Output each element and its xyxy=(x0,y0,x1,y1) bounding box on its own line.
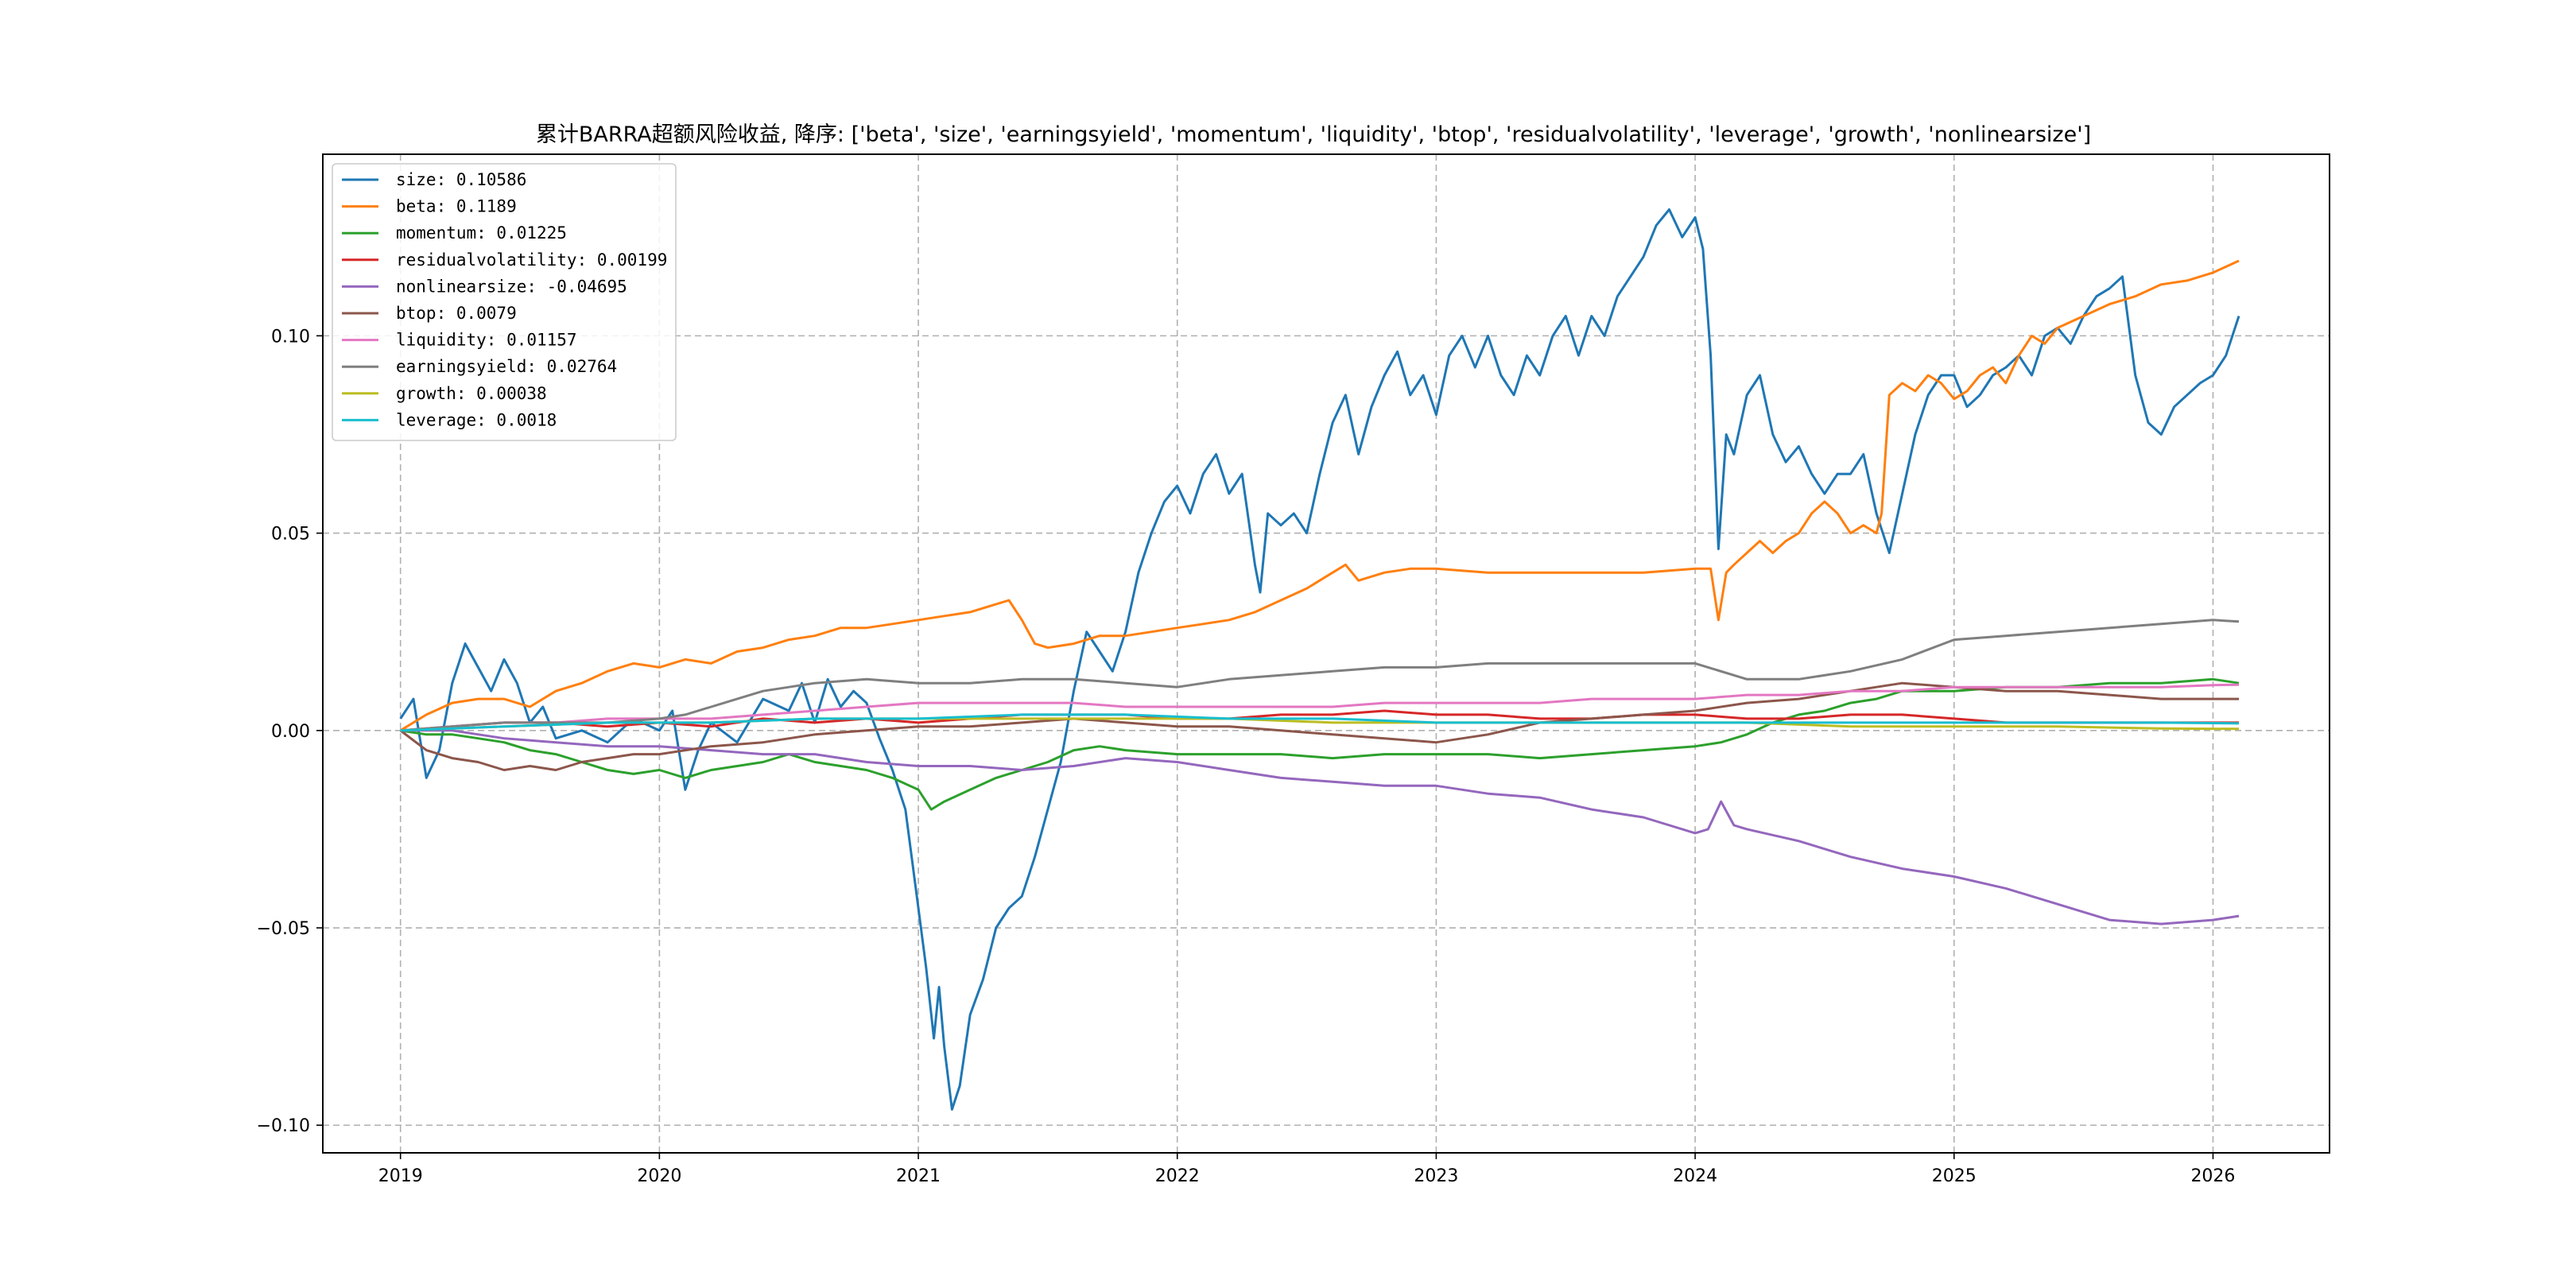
x-tick-label: 2023 xyxy=(1414,1166,1458,1186)
legend-label-size: size: 0.10586 xyxy=(396,170,526,189)
legend-label-leverage: leverage: 0.0018 xyxy=(396,410,557,429)
x-tick-label: 2026 xyxy=(2190,1166,2235,1186)
series-line-residualvolatility xyxy=(400,709,2239,732)
legend-label-btop: btop: 0.0079 xyxy=(396,304,517,323)
y-tick-label: −0.05 xyxy=(257,919,310,939)
x-tick-label: 2022 xyxy=(1155,1166,1200,1186)
legend-label-residualvolatility: residualvolatility: 0.00199 xyxy=(396,250,667,270)
series-line-nonlinearsize xyxy=(400,729,2240,925)
series-line-earningsyield xyxy=(400,619,2240,732)
axis-ticks: 2019 2020 2021 2022 2023 2024 2025 2026 0.10 0.05… xyxy=(257,327,2236,1186)
x-tick-label: 2025 xyxy=(1932,1166,1977,1186)
series-line-leverage xyxy=(400,713,2240,732)
legend-label-momentum: momentum: 0.01225 xyxy=(396,223,567,242)
plot-frame xyxy=(322,153,2330,1154)
x-tick-label: 2020 xyxy=(637,1166,681,1186)
chart-title: 累计BARRA超额风险收益, 降序: ['beta', 'size', 'ear… xyxy=(536,122,2091,147)
x-tick-label: 2019 xyxy=(378,1166,423,1186)
series-line-btop xyxy=(399,681,2239,771)
series-line-size xyxy=(399,208,2240,1111)
series-line-liquidity xyxy=(400,683,2240,732)
series-line-beta xyxy=(399,259,2240,732)
y-tick-label: −0.10 xyxy=(257,1116,310,1136)
legend-label-growth: growth: 0.00038 xyxy=(396,384,547,403)
legend: size: 0.10586 beta: 0.1189 momentum: 0.012… xyxy=(332,163,677,441)
legend-label-nonlinearsize: nonlinearsize: -0.04695 xyxy=(396,277,627,296)
series-layer xyxy=(399,208,2240,1111)
legend-label-earningsyield: earningsyield: 0.02764 xyxy=(396,357,617,376)
legend-label-beta: beta: 0.1189 xyxy=(396,197,517,216)
y-tick-label: 0.05 xyxy=(271,525,310,545)
x-tick-label: 2024 xyxy=(1673,1166,1717,1186)
y-tick-label: 0.10 xyxy=(271,327,310,347)
x-tick-label: 2021 xyxy=(896,1166,941,1186)
legend-box xyxy=(332,163,677,441)
legend-label-liquidity: liquidity: 0.01157 xyxy=(396,331,577,350)
y-tick-label: 0.00 xyxy=(271,722,310,742)
series-line-momentum xyxy=(400,677,2240,811)
